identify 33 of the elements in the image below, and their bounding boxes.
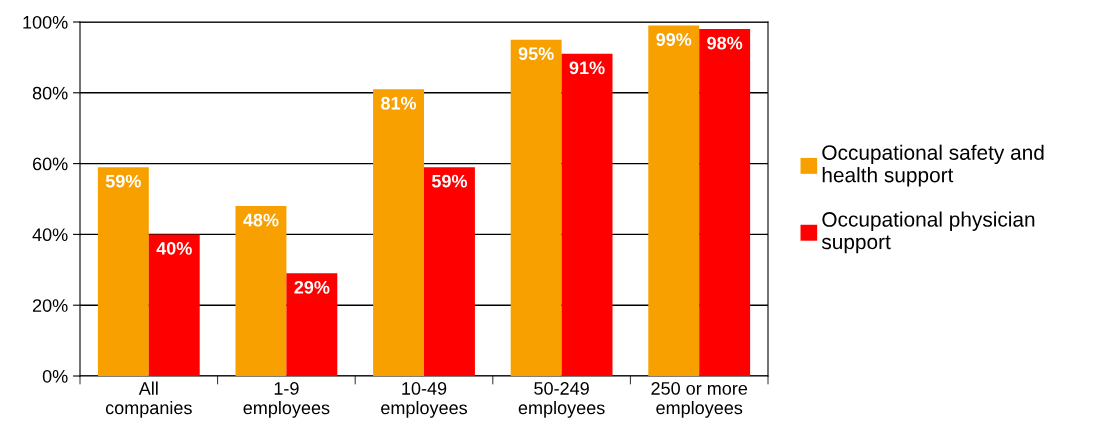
data-label: 98% [707, 36, 743, 50]
y-tick-label: 80% [32, 86, 68, 100]
x-tick-label: 10-49 employees [381, 382, 468, 418]
data-label: 81% [381, 96, 417, 110]
x-tick-label: All companies [105, 381, 192, 418]
x-tick-label: 250 or more employees [651, 382, 748, 418]
legend-label: Occupational physician support [821, 211, 1035, 254]
y-tick-label: 0% [42, 369, 68, 383]
y-tick-label: 20% [32, 299, 68, 312]
data-label: 29% [294, 280, 330, 294]
data-label: 48% [243, 213, 279, 227]
data-label: 59% [105, 174, 141, 188]
x-tick-label: 1-9 employees [243, 382, 330, 418]
bar [373, 89, 424, 376]
bar [699, 29, 751, 376]
bar [148, 234, 200, 376]
data-label: 99% [656, 33, 692, 46]
bar [424, 167, 475, 376]
data-label: 95% [518, 47, 554, 61]
y-tick-label: 60% [32, 157, 68, 171]
bar [561, 53, 613, 376]
data-label: 59% [431, 174, 468, 188]
y-tick-label: 100% [23, 15, 68, 29]
data-label: 40% [156, 241, 192, 255]
legend-label: Occupational safety and health support [822, 144, 1044, 187]
y-tick-label: 40% [32, 228, 68, 242]
bar [510, 39, 562, 376]
data-label: 91% [569, 61, 605, 75]
bar [97, 167, 149, 376]
bar [648, 25, 700, 376]
bar [235, 206, 287, 376]
bar [286, 273, 338, 376]
x-tick-label: 50-249 employees [518, 382, 605, 418]
